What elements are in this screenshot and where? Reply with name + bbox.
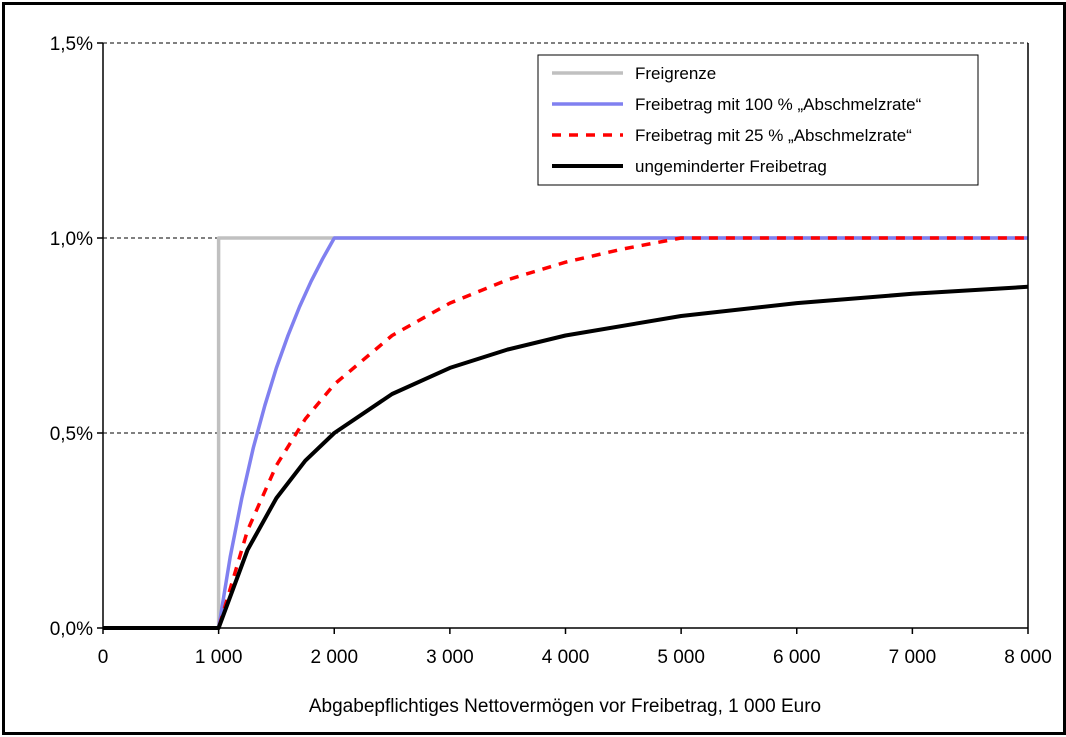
x-tick-label-1: 1 000: [195, 647, 243, 668]
y-tick-label-0: 0,0%: [50, 619, 93, 640]
x-tick-label-0: 0: [98, 647, 109, 668]
x-tick-label-2: 2 000: [310, 647, 358, 668]
legend-label-3: ungeminderter Freibetrag: [635, 157, 827, 176]
x-tick-label-3: 3 000: [426, 647, 474, 668]
x-tick-label-5: 5 000: [657, 647, 705, 668]
x-tick-label-4: 4 000: [542, 647, 590, 668]
y-tick-labels: 0,0% 0,5% 1,0% 1,5%: [50, 34, 103, 640]
y-tick-label-3: 1,5%: [50, 34, 93, 55]
legend-box: [537, 54, 979, 186]
legend-label-2: Freibetrag mit 25 % „Abschmelzrate“: [635, 126, 912, 145]
chart: 0 1 000 2 000 3 000 4 000 5 000 6 000 7 000 8 00…: [50, 34, 1052, 717]
legend-entries: Freigrenze Freibetrag mit 100 % „Abschmel…: [552, 64, 922, 176]
series-line-1: [103, 236, 1028, 630]
y-tick-label-1: 0,5%: [50, 424, 93, 445]
x-tick-label-8: 8 000: [1004, 647, 1052, 668]
x-tick-label-7: 7 000: [889, 647, 937, 668]
x-tick-labels: 0 1 000 2 000 3 000 4 000 5 000 6 000 7 000 8 00…: [98, 628, 1052, 668]
series-line-3: [103, 284, 1029, 630]
legend-label-1: Freibetrag mit 100 % „Abschmelzrate“: [635, 95, 922, 114]
x-axis-title: Abgabepflichtiges Nettovermögen vor Frei…: [309, 696, 821, 717]
legend: Freigrenze Freibetrag mit 100 % „Abschmel…: [537, 54, 979, 186]
x-tick-label-6: 6 000: [773, 647, 821, 668]
legend-label-0: Freigrenze: [635, 64, 716, 83]
series-line-2: [103, 236, 1028, 630]
y-tick-label-2: 1,0%: [50, 229, 93, 250]
